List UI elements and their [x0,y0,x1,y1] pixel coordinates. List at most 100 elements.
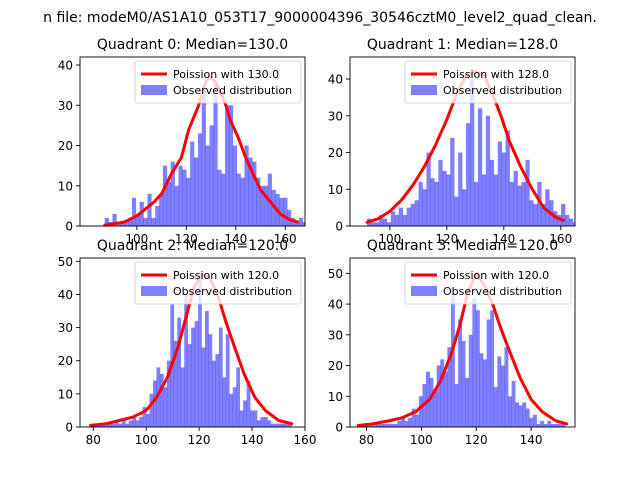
histogram-bar [178,165,183,226]
y-tick-label: 10 [58,179,73,193]
histogram-bar [390,211,396,226]
histogram-bar [173,340,178,427]
x-tick-label: 120 [465,433,488,447]
y-tick-label: 40 [58,288,73,302]
histogram-bar [236,173,241,226]
histogram-bar [187,344,192,427]
histogram-bar [454,383,459,427]
histogram-bar [557,423,562,427]
histogram-bar [186,177,191,226]
histogram-bar [218,327,223,427]
quadrant-title: Quadrant 0: Median=130.0 [97,37,288,53]
histogram-bar [153,380,157,427]
histogram-bar [515,402,520,427]
y-tick-label: 30 [328,109,343,123]
histogram-bar [149,393,154,427]
histogram-bar [274,423,279,427]
histogram-bar [485,115,491,226]
x-tick-label: 160 [294,433,317,447]
histogram-bar [302,221,306,226]
quadrant-0-chart: 100 120 140 160 0 10 20 30 40 Quadrant 0: Median=… [58,37,306,246]
histogram-bar [458,319,462,427]
histogram-bar [267,420,272,427]
histogram-bar [497,141,502,226]
histogram-bar [155,205,160,226]
histogram-bar [447,347,452,427]
histogram-bar [114,420,119,427]
y-tick-label: 10 [328,390,343,404]
histogram-bar [379,423,384,427]
histogram-bar [250,410,254,427]
legend-box [404,60,572,104]
histogram-bar [277,423,282,427]
histogram-bar [402,214,407,226]
y-tick-label: 0 [65,220,73,234]
histogram-bar [104,217,109,226]
histogram-bar [470,79,475,226]
histogram-bar [132,417,136,427]
histogram-bar [198,277,202,427]
legend-box [134,60,302,104]
histogram-bar [205,311,209,427]
x-tick-label: 120 [175,232,198,246]
histogram-bar [118,423,123,427]
y-tick-label: 30 [328,328,343,342]
x-tick-label: 140 [224,232,247,246]
y-tick-label: 0 [335,421,343,435]
histogram-bar [104,423,109,427]
histogram-bar [513,170,518,226]
histogram-bar [473,181,479,226]
histogram-bar [257,420,261,427]
legend-label-observed: Observed distribution [173,285,292,298]
histogram-bar [422,189,427,226]
histogram-bar [279,197,284,226]
legend: Poission with 120.0 Observed distribution [404,261,572,305]
legend-label-poisson: Poission with 130.0 [173,68,279,81]
histogram-bar [143,217,148,226]
histogram-bar [536,423,541,427]
histogram-bar [504,347,509,427]
histogram-bar [383,423,388,427]
histogram-bar [430,178,435,226]
histogram-bar [486,319,491,427]
x-tick-label: 160 [549,232,572,246]
histogram-bar [397,420,402,427]
histogram-bar [215,354,220,427]
histogram-bar [197,133,203,226]
histogram-bar [418,396,423,427]
y-tick-label: 30 [58,321,73,335]
histogram-bar [128,217,133,226]
histogram-bar [411,408,416,427]
histogram-bar [228,105,234,226]
histogram-bar [414,200,419,226]
histogram-bar [394,214,400,226]
histogram-bar [184,294,188,427]
histogram-bar [529,417,534,427]
histogram-bar [128,420,133,427]
y-tick-label: 20 [58,354,73,368]
quadrant-3-chart: 80 100 120 140 0 10 20 30 40 50 Quadrant 3: Median… [328,238,576,447]
histogram-bar [201,347,206,427]
legend-swatch-histogram [141,286,167,296]
histogram-bar [454,196,459,226]
quadrant-title: Quadrant 1: Median=128.0 [367,37,558,53]
histogram-bar [217,169,222,226]
histogram-bar [401,417,405,427]
histogram-bar [205,145,210,226]
histogram-bar [142,407,147,427]
histogram-bar [139,201,144,226]
histogram-bar [415,414,420,427]
histogram-bar [426,152,431,226]
quadrant-1-chart: 100 120 140 160 0 10 20 30 40 Quadrant 1: Median=… [328,37,576,246]
axes-frame [349,257,576,428]
legend: Poission with 130.0 Observed distribution [134,60,302,104]
histogram-bar [518,405,523,427]
histogram-bar [371,222,376,226]
histogram-bar [239,410,244,427]
y-tick-label: 20 [328,359,343,373]
histogram-bar [166,360,171,427]
histogram-bar [554,423,559,427]
histogram-bar [521,181,526,226]
y-tick-label: 40 [328,73,343,87]
histogram-bar [240,177,245,226]
